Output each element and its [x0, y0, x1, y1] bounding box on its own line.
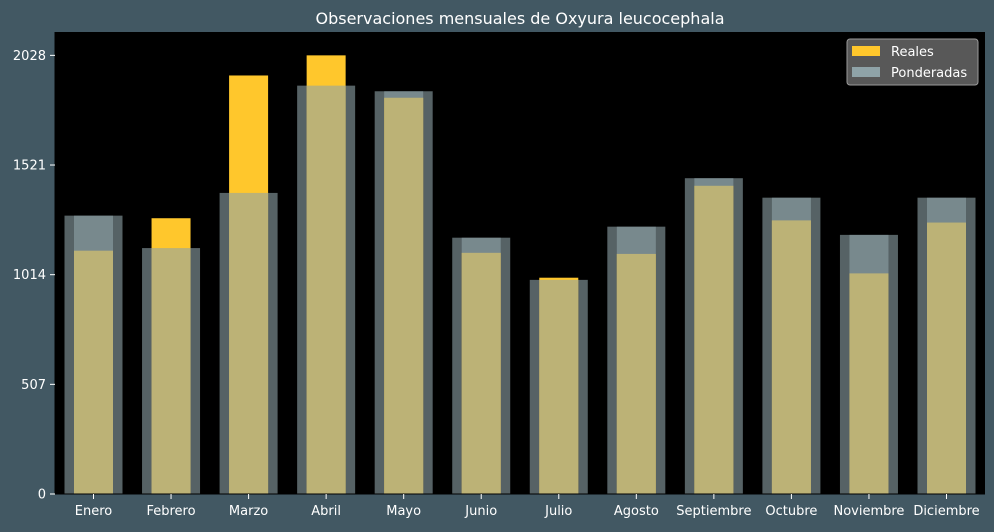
- x-tick-label: Julio: [544, 504, 572, 519]
- bar-overlap-enero: [74, 215, 113, 494]
- x-tick-label: Enero: [75, 504, 113, 519]
- x-tick-label: Agosto: [614, 504, 659, 519]
- x-tick-label: Marzo: [229, 504, 268, 519]
- bar-overlap-junio: [461, 237, 501, 494]
- y-tick-label: 1521: [13, 159, 46, 174]
- bar-overlap-abril: [306, 85, 346, 495]
- plot-area: [55, 32, 985, 494]
- bar-overlap-agosto: [616, 226, 656, 495]
- y-tick-label: 0: [38, 488, 46, 503]
- legend: Reales Ponderadas: [846, 38, 979, 86]
- legend-label-ponderadas: Ponderadas: [891, 66, 967, 81]
- real-bars: [74, 55, 966, 495]
- legend-swatch-ponderadas: [852, 67, 880, 77]
- bar-overlap-septiembre: [694, 178, 734, 494]
- x-tick-label: Octubre: [765, 504, 817, 519]
- bar-overlap-julio: [539, 279, 579, 494]
- axes: 0 507 1014 1521 2028 Enero Febrero Marzo Abril Ma…: [13, 32, 985, 519]
- y-tick-label: 1014: [13, 268, 46, 283]
- chart-title: Observaciones mensuales de Oxyura leucoc…: [315, 9, 724, 28]
- bar-overlap-mayo: [384, 91, 424, 495]
- bar-overlap-diciembre: [927, 197, 966, 494]
- x-tick-label: Junio: [464, 504, 497, 519]
- legend-label-reales: Reales: [891, 45, 934, 60]
- x-tick-label: Abril: [311, 504, 341, 519]
- x-tick-label: Diciembre: [913, 504, 979, 519]
- y-tick-label: 2028: [13, 49, 46, 64]
- x-tick-label: Noviembre: [833, 504, 904, 519]
- bar-overlap-marzo: [229, 192, 269, 495]
- bar-overlap-noviembre: [849, 234, 889, 494]
- bar-overlap-febrero: [151, 248, 191, 494]
- x-tick-label: Mayo: [386, 504, 421, 519]
- x-tick-label: Septiembre: [676, 504, 751, 519]
- legend-swatch-reales: [852, 46, 880, 56]
- bar-overlap-octubre: [771, 197, 811, 494]
- x-tick-label: Febrero: [146, 504, 195, 519]
- y-tick-label: 507: [21, 378, 46, 393]
